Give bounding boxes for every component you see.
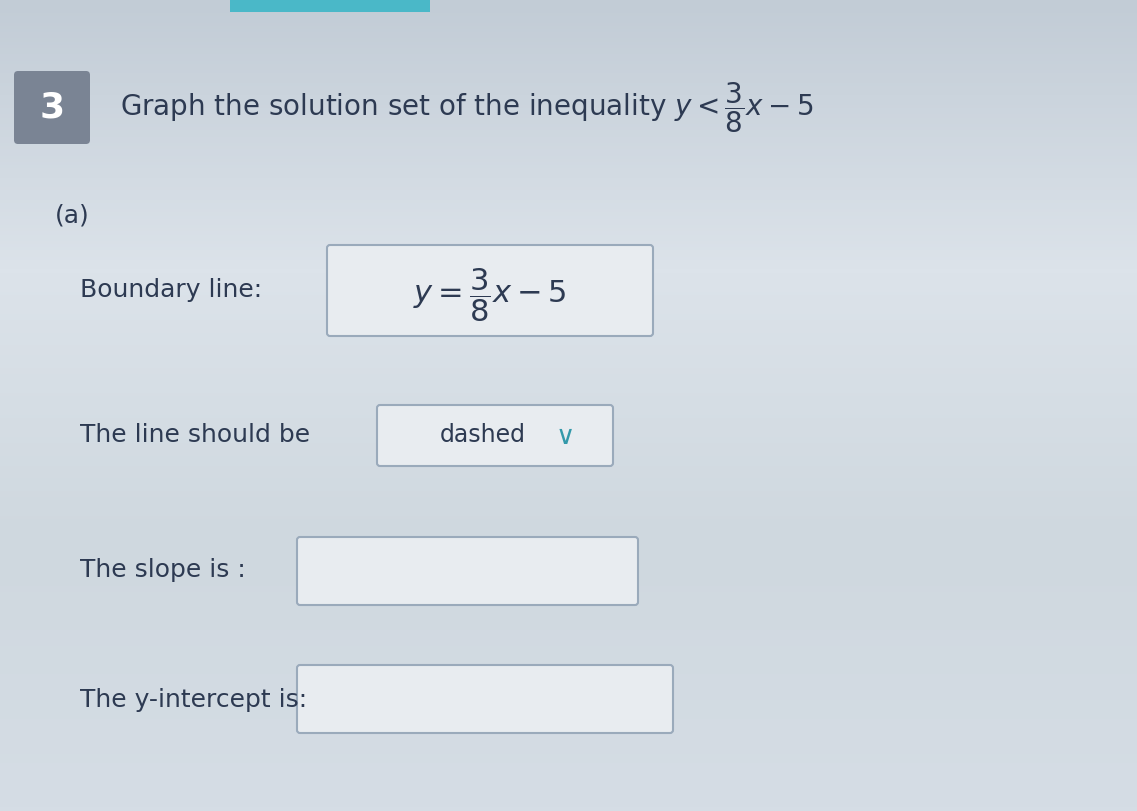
FancyBboxPatch shape bbox=[14, 71, 90, 144]
FancyBboxPatch shape bbox=[297, 537, 638, 605]
Text: Boundary line:: Boundary line: bbox=[80, 278, 263, 302]
Text: The slope is :: The slope is : bbox=[80, 558, 246, 582]
Text: $y = \dfrac{3}{8}x - 5$: $y = \dfrac{3}{8}x - 5$ bbox=[413, 266, 567, 324]
Text: The line should be: The line should be bbox=[80, 423, 310, 447]
Text: 3: 3 bbox=[40, 91, 65, 125]
FancyBboxPatch shape bbox=[377, 405, 613, 466]
Text: (a): (a) bbox=[55, 203, 90, 227]
FancyBboxPatch shape bbox=[297, 665, 673, 733]
Text: ∨: ∨ bbox=[555, 424, 574, 450]
Text: The y-intercept is:: The y-intercept is: bbox=[80, 688, 307, 712]
FancyBboxPatch shape bbox=[327, 245, 653, 336]
Text: dashed: dashed bbox=[440, 423, 526, 447]
Bar bbox=[230, 0, 430, 12]
Text: Graph the solution set of the inequality $y < \dfrac{3}{8}x - 5$: Graph the solution set of the inequality… bbox=[121, 80, 814, 135]
